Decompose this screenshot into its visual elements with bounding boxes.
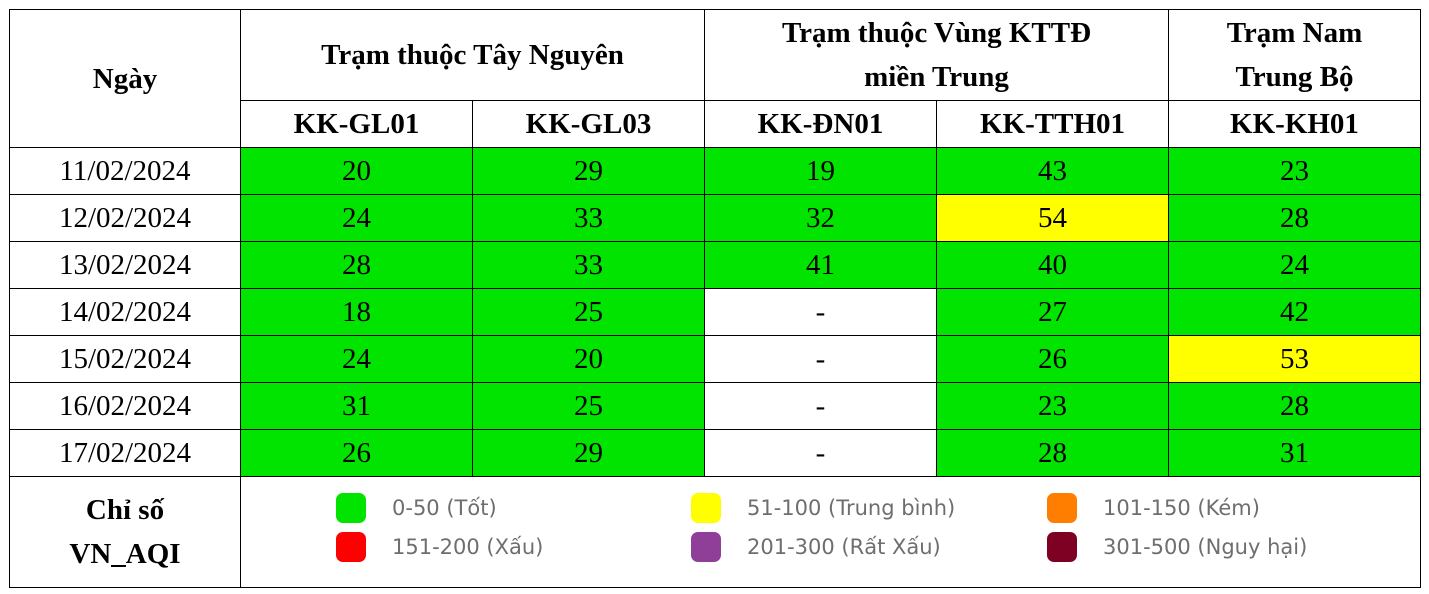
aqi-value-cell: 23 [936, 382, 1169, 430]
date-cell: 15/02/2024 [9, 335, 241, 383]
table-row: 13/02/2024 28 33 41 40 24 [9, 241, 1421, 289]
legend-title: Chỉ số VN_AQI [9, 476, 241, 588]
aqi-value-cell: 28 [240, 241, 473, 289]
legend-item: 101-150 (Kém) [1047, 493, 1260, 523]
date-cell: 11/02/2024 [9, 147, 241, 195]
aqi-value-cell: 19 [704, 147, 937, 195]
legend-grid: 0-50 (Tốt) 51-100 (Trung bình) 101-150 (Ké… [241, 477, 1420, 587]
table-row: 15/02/2024 24 20-26 53 [9, 335, 1421, 383]
legend-swatch [691, 532, 721, 562]
legend-item: 201-300 (Rất Xấu) [691, 532, 941, 562]
group-header-nam-trung-bo: Trạm Nam Trung Bộ [1168, 9, 1421, 101]
legend-label: 101-150 (Kém) [1103, 496, 1260, 520]
data-rows: 11/02/2024 20 29 19 43 23 12/02/2024 24 33 32 54 28… [9, 147, 1421, 477]
legend-swatch [691, 493, 721, 523]
date-column-header: Ngày [9, 9, 241, 148]
header-row-groups: Ngày Trạm thuộc Tây Nguyên Trạm thuộc Vù… [9, 9, 1421, 148]
aqi-value-cell: 27 [936, 288, 1169, 336]
aqi-value-cell: 31 [1168, 429, 1421, 477]
station-header: KK-GL01 [240, 100, 473, 148]
aqi-value-cell: 42 [1168, 288, 1421, 336]
aqi-value-cell: 26 [240, 429, 473, 477]
legend-item: 51-100 (Trung bình) [691, 493, 955, 523]
aqi-value-cell: 28 [1168, 194, 1421, 242]
aqi-value-cell: 20 [240, 147, 473, 195]
legend-label: 201-300 (Rất Xấu) [747, 535, 941, 559]
date-cell: 13/02/2024 [9, 241, 241, 289]
table-row: 17/02/2024 26 29-28 31 [9, 429, 1421, 477]
station-header: KK-TTH01 [936, 100, 1169, 148]
aqi-value-cell: 23 [1168, 147, 1421, 195]
aqi-value-cell: 41 [704, 241, 937, 289]
aqi-value-cell: 29 [472, 429, 705, 477]
legend-item: 0-50 (Tốt) [336, 493, 497, 523]
legend-label: 0-50 (Tốt) [392, 496, 497, 520]
aqi-value-cell: 20 [472, 335, 705, 383]
table-row: 16/02/2024 31 25-23 28 [9, 382, 1421, 430]
aqi-value-cell: - [704, 288, 937, 336]
legend-cell: 0-50 (Tốt) 51-100 (Trung bình) 101-150 (Ké… [240, 476, 1421, 588]
aqi-value-cell: 33 [472, 194, 705, 242]
aqi-value-cell: 26 [936, 335, 1169, 383]
aqi-value-cell: 29 [472, 147, 705, 195]
legend-swatch [336, 532, 366, 562]
aqi-value-cell: 31 [240, 382, 473, 430]
aqi-value-cell: 24 [1168, 241, 1421, 289]
group-header-kttd-mien-trung: Trạm thuộc Vùng KTTĐ miền Trung [704, 9, 1169, 101]
aqi-value-cell: 33 [472, 241, 705, 289]
group-header-tay-nguyen: Trạm thuộc Tây Nguyên [240, 9, 705, 101]
date-cell: 16/02/2024 [9, 382, 241, 430]
aqi-value-cell: 24 [240, 194, 473, 242]
station-header: KK-ĐN01 [704, 100, 937, 148]
aqi-value-cell: 28 [1168, 382, 1421, 430]
legend-row: Chỉ số VN_AQI 0-50 (Tốt) 51-100 (Trung bìn… [9, 476, 1421, 588]
aqi-value-cell: 53 [1168, 335, 1421, 383]
aqi-value-cell: 28 [936, 429, 1169, 477]
aqi-value-cell: 24 [240, 335, 473, 383]
aqi-value-cell: 43 [936, 147, 1169, 195]
table-row: 11/02/2024 20 29 19 43 23 [9, 147, 1421, 195]
station-header: KK-KH01 [1168, 100, 1421, 148]
legend-label: 51-100 (Trung bình) [747, 496, 956, 520]
date-cell: 17/02/2024 [9, 429, 241, 477]
aqi-value-cell: - [704, 429, 937, 477]
aqi-value-cell: - [704, 382, 937, 430]
aqi-value-cell: 54 [936, 194, 1169, 242]
legend-label: 301-500 (Nguy hại) [1103, 535, 1308, 559]
aqi-value-cell: 25 [472, 288, 705, 336]
legend-swatch [1047, 532, 1077, 562]
aqi-value-cell: - [704, 335, 937, 383]
legend-label: 151-200 (Xấu) [392, 535, 544, 559]
table-row: 14/02/2024 18 25-27 42 [9, 288, 1421, 336]
aqi-value-cell: 32 [704, 194, 937, 242]
legend-swatch [1047, 493, 1077, 523]
legend-swatch [336, 493, 366, 523]
date-cell: 14/02/2024 [9, 288, 241, 336]
aqi-value-cell: 25 [472, 382, 705, 430]
date-cell: 12/02/2024 [9, 194, 241, 242]
table-row: 12/02/2024 24 33 32 54 28 [9, 194, 1421, 242]
aqi-table: Ngày Trạm thuộc Tây Nguyên Trạm thuộc Vù… [9, 9, 1421, 588]
legend-item: 151-200 (Xấu) [336, 532, 543, 562]
aqi-value-cell: 18 [240, 288, 473, 336]
legend-item: 301-500 (Nguy hại) [1047, 532, 1307, 562]
station-header: KK-GL03 [472, 100, 705, 148]
aqi-value-cell: 40 [936, 241, 1169, 289]
